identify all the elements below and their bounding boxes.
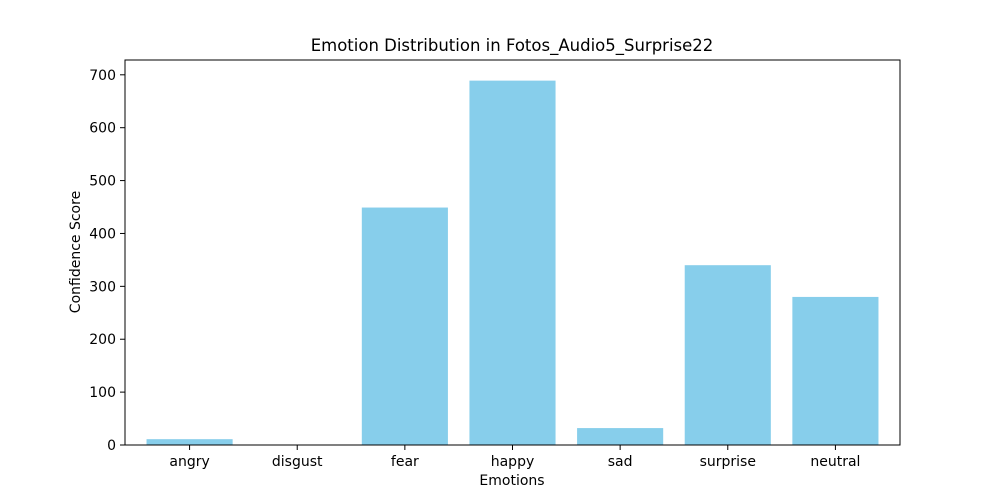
- plot-frame: [124, 59, 901, 446]
- y-tick-label: 600: [89, 121, 116, 137]
- y-tick-label: 700: [89, 68, 116, 84]
- y-tick-label: 200: [89, 332, 116, 348]
- y-tick-label: 400: [89, 226, 116, 242]
- bars-group: [146, 80, 879, 446]
- bar-angry: [146, 439, 233, 445]
- x-tick-label-angry: angry: [169, 454, 209, 470]
- bar-neutral: [792, 296, 879, 445]
- chart-title: Emotion Distribution in Fotos_Audio5_Sur…: [311, 36, 714, 56]
- y-tick-label: 100: [89, 385, 116, 401]
- y-ticks-group: 0 100 200 300 400 500 600 700: [89, 68, 125, 454]
- x-ticks-group: angry disgust fear happy sad surprise neutral: [169, 445, 860, 470]
- x-tick-label-sad: sad: [608, 454, 633, 470]
- y-tick-label: 300: [89, 279, 116, 295]
- x-tick-label-neutral: neutral: [810, 454, 860, 470]
- x-tick-label-disgust: disgust: [272, 454, 323, 470]
- bar-happy: [469, 80, 556, 446]
- bar-sad: [577, 428, 664, 445]
- x-axis-label: Emotions: [479, 473, 544, 489]
- x-tick-label-surprise: surprise: [700, 454, 756, 470]
- bar-surprise: [684, 265, 771, 445]
- y-axis-label: Confidence Score: [68, 191, 84, 313]
- x-tick-label-happy: happy: [491, 454, 535, 470]
- bar-fear: [361, 207, 448, 445]
- y-tick-label: 500: [89, 174, 116, 190]
- y-tick-label: 0: [107, 438, 116, 454]
- x-tick-label-fear: fear: [391, 454, 419, 470]
